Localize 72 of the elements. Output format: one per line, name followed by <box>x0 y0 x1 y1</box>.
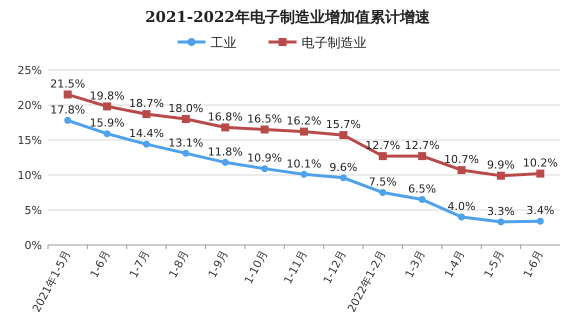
point <box>261 165 268 172</box>
point <box>497 218 504 226</box>
point <box>536 170 544 178</box>
data-label: 16.8% <box>208 110 243 124</box>
data-label: 18.0% <box>168 102 204 115</box>
y-tick-label: 5% <box>24 204 42 217</box>
data-label: 10.9% <box>247 152 282 165</box>
data-label: 10.7% <box>444 153 480 166</box>
x-tick-label: 1-4月 <box>442 248 468 280</box>
x-tick-label: 1-7月 <box>127 248 152 280</box>
point <box>64 90 72 98</box>
point <box>142 140 150 148</box>
point <box>142 110 150 118</box>
chart-title: 2021-2022年电子制造业增加值累计增速 <box>145 8 431 26</box>
point <box>536 218 544 225</box>
legend-label: 电子制造业 <box>302 36 366 51</box>
data-label: 3.3% <box>486 204 515 218</box>
data-label: 15.7% <box>326 118 361 132</box>
point <box>260 126 269 134</box>
point <box>458 166 466 174</box>
x-tick-label: 1-10月 <box>242 248 270 286</box>
point <box>104 130 111 138</box>
point <box>340 174 347 182</box>
data-label: 6.5% <box>408 182 436 196</box>
point <box>300 128 308 136</box>
data-label: 16.2% <box>286 114 322 128</box>
point <box>182 115 190 123</box>
data-label: 11.8% <box>208 145 243 158</box>
data-label: 14.4% <box>128 127 164 140</box>
point <box>378 152 387 160</box>
x-tick-label: 1-9月 <box>206 248 231 280</box>
y-tick-label: 0% <box>24 239 42 252</box>
point <box>64 116 72 124</box>
x-tick-label: 1-5月 <box>481 248 507 280</box>
data-label: 7.5% <box>368 176 397 188</box>
data-label: 12.7% <box>365 139 400 152</box>
x-tick-label: 1-12月 <box>320 248 350 286</box>
data-label: 15.9% <box>90 116 125 130</box>
data-label: 17.8% <box>50 103 86 116</box>
point <box>339 131 348 140</box>
data-label: 13.1% <box>168 136 204 150</box>
point <box>182 150 190 157</box>
x-tick-label: 1-6月 <box>88 248 113 280</box>
y-tick-label: 10% <box>18 169 42 182</box>
data-label: 4.0% <box>448 200 476 213</box>
point <box>379 189 386 196</box>
point <box>222 158 229 166</box>
data-label: 10.2% <box>522 156 558 170</box>
point <box>496 172 505 180</box>
x-tick-label: 1-8月 <box>166 248 192 280</box>
y-tick-label: 25% <box>18 64 42 77</box>
x-tick-label: 1-6月 <box>520 248 546 280</box>
data-label: 16.5% <box>247 112 282 126</box>
point <box>458 214 466 220</box>
data-label: 9.6% <box>329 160 358 174</box>
point <box>418 152 426 160</box>
y-tick-label: 20% <box>18 99 42 112</box>
x-tick-label: 1-11月 <box>281 248 310 286</box>
data-label: 21.5% <box>50 78 86 90</box>
point <box>418 196 426 203</box>
data-label: 12.7% <box>404 139 440 152</box>
data-label: 9.9% <box>486 158 515 172</box>
legend-label: 工业 <box>210 36 236 51</box>
x-tick-label: 1-3月 <box>402 248 428 280</box>
point <box>221 123 230 132</box>
data-label: 19.8% <box>90 89 125 102</box>
y-tick-label: 15% <box>18 134 42 147</box>
point <box>103 102 112 110</box>
data-label: 18.7% <box>128 97 164 110</box>
point <box>300 170 308 178</box>
data-label: 3.4% <box>526 204 554 218</box>
data-label: 10.1% <box>286 157 322 170</box>
